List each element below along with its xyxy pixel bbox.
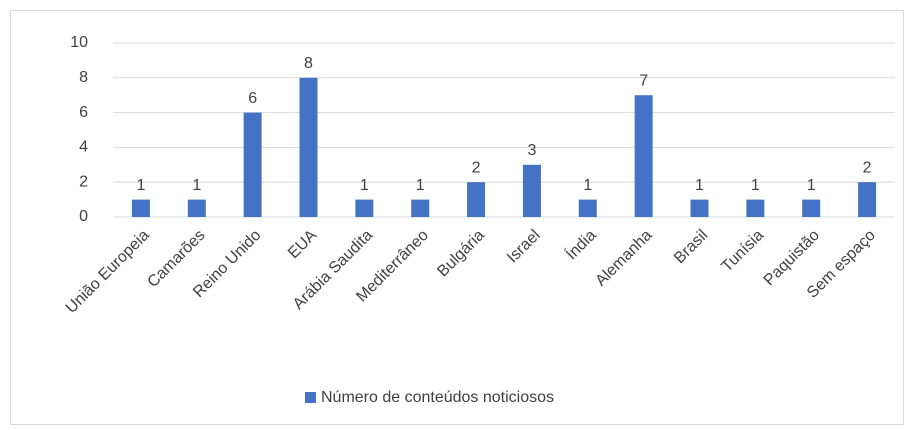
bar	[802, 199, 821, 217]
data-label: 6	[248, 90, 257, 107]
y-tick-label: 0	[79, 208, 88, 225]
y-tick-label: 10	[70, 34, 88, 51]
data-label: 1	[192, 177, 201, 194]
data-label: 1	[695, 177, 704, 194]
bar	[858, 182, 877, 217]
data-label: 7	[639, 72, 648, 89]
data-label: 1	[807, 177, 816, 194]
bar	[299, 77, 318, 217]
y-tick-label: 4	[79, 139, 88, 156]
bar	[355, 199, 374, 217]
legend-swatch	[305, 392, 316, 403]
bar	[411, 199, 430, 217]
data-label: 2	[863, 159, 872, 176]
data-label: 3	[527, 142, 536, 159]
y-tick-label: 2	[79, 173, 88, 190]
bar	[690, 199, 709, 217]
legend-label: Número de conteúdos noticiosos	[321, 389, 554, 406]
data-label: 8	[304, 55, 313, 72]
data-label: 1	[751, 177, 760, 194]
data-label: 1	[416, 177, 425, 194]
y-tick-label: 6	[79, 104, 88, 121]
data-label: 1	[136, 177, 145, 194]
bar	[522, 164, 541, 217]
data-label: 1	[360, 177, 369, 194]
data-label: 1	[583, 177, 592, 194]
bar	[187, 199, 206, 217]
bar	[634, 95, 653, 217]
bar	[467, 182, 486, 217]
y-tick-label: 8	[79, 69, 88, 86]
bar	[746, 199, 765, 217]
data-label: 2	[472, 159, 481, 176]
bar	[243, 112, 262, 217]
bar	[131, 199, 150, 217]
bar	[578, 199, 597, 217]
